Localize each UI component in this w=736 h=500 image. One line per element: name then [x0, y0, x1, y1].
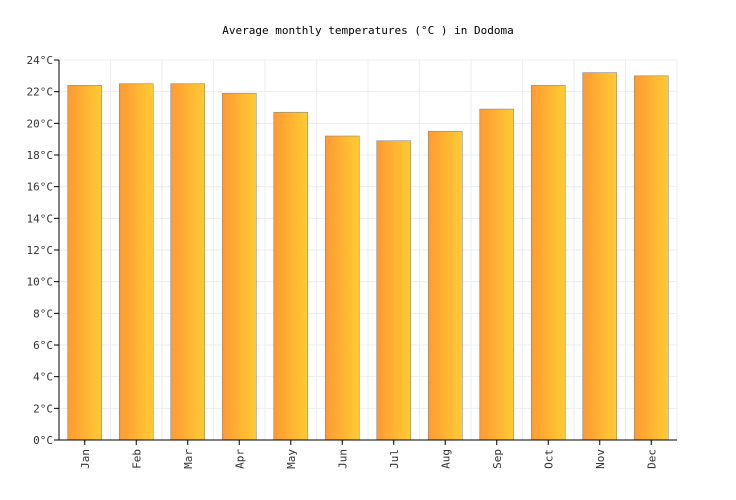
- bar-jan: [67, 85, 103, 441]
- x-tick-label: Jan: [79, 449, 92, 469]
- bar-apr: [221, 92, 257, 441]
- x-tick-label: May: [285, 449, 298, 469]
- x-tick-label: Jun: [336, 449, 349, 469]
- x-tick-label: Jul: [388, 449, 401, 469]
- x-tick-label: Nov: [594, 449, 607, 469]
- chart-title: Average monthly temperatures (°C ) in Do…: [222, 24, 513, 37]
- bar-dec: [633, 75, 669, 441]
- y-tick-label: 0°C: [33, 434, 53, 447]
- y-tick-label: 16°C: [27, 181, 54, 194]
- y-tick-label: 18°C: [27, 149, 54, 162]
- y-tick-label: 12°C: [27, 244, 54, 257]
- axes: [54, 59, 677, 445]
- bar-aug: [427, 130, 463, 441]
- x-tick-label: Oct: [542, 449, 555, 469]
- x-tick-label: Feb: [130, 449, 143, 469]
- bar-may: [273, 111, 309, 441]
- x-tick-label: Aug: [439, 449, 452, 469]
- bar-mar: [170, 83, 206, 441]
- x-tick-label: Sep: [491, 449, 504, 469]
- bar-feb: [118, 83, 154, 441]
- x-tick-label: Dec: [645, 449, 658, 469]
- tick-labels: 0°C 2°C 4°C 6°C 8°C 10°C 12°C 14°C 16°C 18°C 20°C 2…: [27, 54, 659, 469]
- x-tick-label: Mar: [182, 449, 195, 469]
- y-tick-label: 8°C: [33, 307, 53, 320]
- x-tick-label: Apr: [233, 449, 246, 469]
- bar-jul: [376, 140, 412, 441]
- y-tick-label: 6°C: [33, 339, 53, 352]
- y-tick-label: 2°C: [33, 402, 53, 415]
- y-tick-label: 22°C: [27, 86, 54, 99]
- y-tick-label: 20°C: [27, 117, 54, 130]
- bars: [67, 72, 669, 441]
- y-tick-label: 10°C: [27, 276, 54, 289]
- bar-sep: [479, 108, 515, 441]
- y-tick-label: 14°C: [27, 212, 54, 225]
- bar-jun: [324, 135, 360, 441]
- y-tick-label: 4°C: [33, 371, 53, 384]
- bar-nov: [582, 72, 618, 441]
- y-tick-label: 24°C: [27, 54, 54, 67]
- bar-oct: [530, 85, 566, 441]
